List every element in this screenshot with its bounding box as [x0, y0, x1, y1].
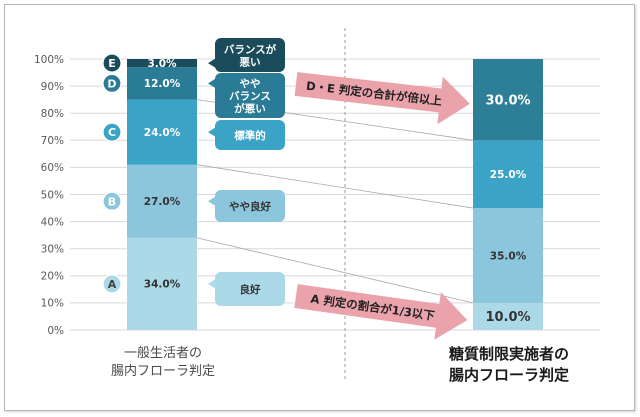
category-label-general-line-1: 腸内フローラ判定 — [111, 363, 215, 379]
annotation-1: A 判定の割合が1/3以下 — [294, 284, 468, 340]
annotation-arrow-0 — [294, 72, 470, 125]
callout-text-D-2: が悪い — [234, 102, 266, 115]
callout-text-A-0: 良好 — [240, 283, 261, 296]
y-tick-label-100: 100% — [34, 54, 64, 66]
data-label-low-carb-C: 25.0% — [490, 169, 527, 181]
callout-text-B-0: やや良好 — [229, 200, 271, 213]
callout-pointer-E — [208, 58, 216, 69]
y-tick-label-90: 90% — [41, 81, 64, 93]
y-tick-label-0: 0% — [47, 325, 64, 337]
data-label-low-carb-series-5: 30.0% — [485, 93, 530, 108]
y-tick-label-60: 60% — [41, 162, 64, 174]
connector-line-A — [196, 237, 474, 304]
series-badge-C — [102, 122, 122, 142]
callout-text-D-0: やや — [240, 78, 261, 90]
callout-pointer-D — [208, 78, 216, 89]
y-tick-label-80: 80% — [41, 108, 64, 120]
series-badge-letter-E: E — [108, 57, 116, 70]
callout-text-E-1: 悪い — [240, 56, 261, 68]
callout-C: 標準的 — [208, 120, 285, 150]
bar-segment-general-C — [127, 99, 197, 165]
callout-box-B — [215, 190, 285, 222]
category-label-low-carb-line-0: 糖質制限実施者の — [449, 345, 569, 363]
callout-B: やや良好 — [208, 190, 285, 222]
callout-text-C-0: 標準的 — [234, 129, 266, 142]
bar-low-carb: 10.0% 35.0% 25.0% 30.0% — [473, 59, 543, 330]
callout-box-C — [215, 120, 285, 150]
bar-segment-general-A — [127, 237, 197, 330]
bar-segment-low-carb-A — [473, 302, 543, 330]
data-label-general-D: 12.0% — [144, 78, 181, 90]
y-tick-label-10: 10% — [41, 298, 64, 310]
bar-segment-general-E — [127, 59, 197, 68]
series-badge-letter-C: C — [108, 126, 116, 139]
bar-segment-low-carb-series-5 — [473, 59, 543, 141]
data-label-low-carb-A: 10.0% — [485, 310, 530, 325]
callout-pointer-C — [208, 127, 216, 138]
series-badge-letter-D: D — [107, 77, 116, 90]
data-label-general-C: 24.0% — [144, 127, 181, 139]
bar-segment-low-carb-B — [473, 208, 543, 303]
data-label-general-A: 34.0% — [144, 279, 181, 291]
connector-line-B — [196, 164, 474, 209]
data-label-low-carb-B: 35.0% — [490, 250, 527, 262]
series-badge-letter-B: B — [108, 195, 116, 208]
series-badge-E — [102, 53, 122, 73]
series-badge-A — [102, 274, 122, 294]
y-tick-label-20: 20% — [41, 271, 64, 283]
bar-segment-general-B — [127, 164, 197, 238]
callout-pointer-B — [208, 196, 216, 207]
y-tick-label-50: 50% — [41, 189, 64, 201]
callout-box-A — [215, 272, 285, 306]
category-label-general-line-0: 一般生活者の — [124, 345, 202, 361]
callout-pointer-A — [208, 278, 216, 289]
series-badge-letter-A: A — [108, 278, 117, 291]
annotation-arrow-1 — [294, 284, 468, 340]
category-label-low-carb-line-1: 腸内フローラ判定 — [449, 366, 569, 384]
series-badge-D — [102, 73, 122, 93]
y-tick-label-40: 40% — [41, 216, 64, 228]
bar-segment-low-carb-C — [473, 140, 543, 209]
series-badges: A B C DE — [102, 53, 122, 294]
bar-segment-general-D — [127, 67, 197, 100]
data-label-general-E: 3.0% — [147, 58, 177, 70]
y-tick-label-70: 70% — [41, 135, 64, 147]
callout-A: 良好 — [208, 272, 285, 306]
bar-general: 34.0% 27.0% 24.0% 12.0% 3.0% — [127, 58, 197, 330]
callout-box-E — [215, 38, 285, 72]
callout-text-E-0: バランスが — [224, 43, 277, 56]
y-tick-label-30: 30% — [41, 244, 64, 256]
callout-box-D — [215, 73, 285, 118]
series-badge-B — [102, 191, 122, 211]
callout-text-D-1: バランス — [229, 91, 271, 103]
data-label-general-B: 27.0% — [144, 196, 181, 208]
y-axis-labels: 0% 10% 20% 30% 40% 50% 60% 70% 80% 90% 100% — [34, 54, 64, 337]
